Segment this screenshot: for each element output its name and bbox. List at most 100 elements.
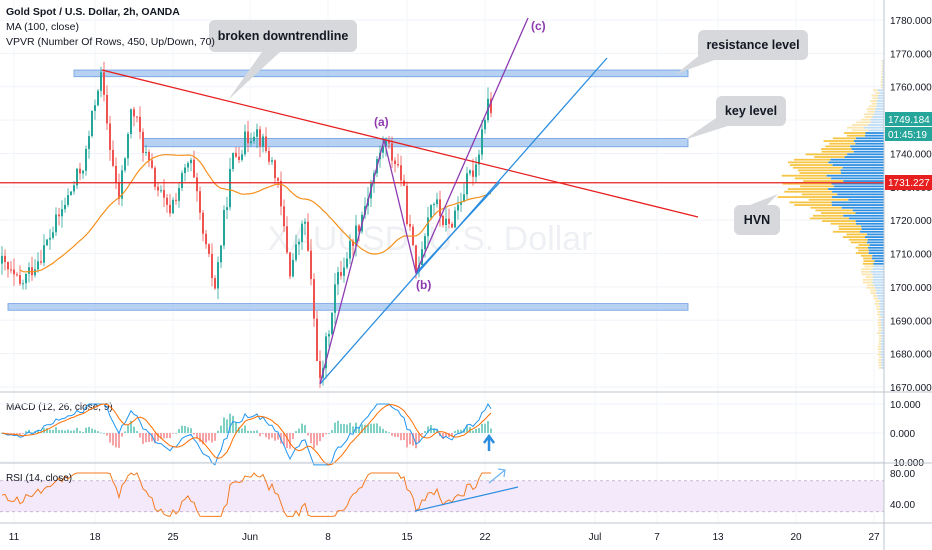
vpvr-bar-up	[875, 108, 884, 110]
macd-histogram-bar	[472, 430, 474, 433]
macd-histogram-bar	[214, 433, 216, 441]
vpvr-bar-up	[842, 166, 884, 169]
vpvr-bar-up	[867, 238, 884, 241]
candle-body	[235, 152, 237, 157]
time-tick-label: 18	[89, 532, 101, 543]
macd-histogram-bar	[280, 433, 282, 444]
candle-body	[274, 160, 276, 179]
vpvr-bar-down	[877, 310, 881, 313]
macd-histogram-bar	[76, 427, 78, 433]
candle-body	[190, 159, 192, 164]
vpvr-bar-down	[864, 113, 875, 116]
macd-histogram-bar	[442, 433, 444, 440]
vpvr-bar-down	[877, 345, 881, 348]
price-axis[interactable]: 1780.0001770.0001760.0001750.0001740.000…	[890, 16, 932, 394]
macd-histogram-bar	[478, 428, 480, 433]
vpvr-bar-down	[851, 129, 869, 132]
candle-body	[52, 232, 54, 238]
vpvr-bar-up	[880, 310, 884, 313]
macd-tick-label: 0.000	[890, 429, 915, 440]
candle-body	[265, 136, 267, 152]
macd-histogram-bar	[388, 432, 390, 434]
candle-body	[310, 250, 312, 280]
vpvr-bar-up	[880, 345, 884, 348]
vpvr-bar-down	[870, 100, 878, 102]
macd-histogram-bar	[181, 425, 183, 433]
macd-histogram-bar	[91, 428, 93, 433]
vpvr-bar-down	[789, 164, 833, 166]
candle-body	[40, 261, 42, 263]
candle-body	[430, 205, 432, 218]
vpvr-bar-up	[876, 292, 884, 295]
vpvr-bar-down	[832, 230, 860, 233]
vpvr-bar-down	[878, 350, 882, 353]
vpvr-bar-down	[805, 153, 848, 156]
vpvr-bar-up	[830, 158, 884, 161]
candle-body	[73, 185, 75, 192]
macd-histogram-bar	[397, 433, 399, 437]
vpvr-bar-down	[878, 358, 882, 361]
macd-histogram-bar	[112, 433, 114, 446]
callout-hvn-text: HVN	[744, 213, 770, 227]
candle-body	[142, 131, 144, 154]
time-tick-label: 25	[167, 532, 179, 543]
macd-histogram-bar	[190, 428, 192, 433]
vpvr-bar-down	[862, 262, 874, 265]
vpvr-bar-up	[877, 100, 884, 102]
vpvr-bar-down	[858, 249, 869, 252]
vpvr-bar-down	[855, 252, 869, 255]
candle-body	[103, 72, 105, 95]
vpvr-bar-down	[830, 222, 857, 225]
callout-resistance-level-text: resistance level	[706, 38, 799, 52]
macd-histogram-bar	[244, 425, 246, 433]
macd-histogram-bar	[424, 430, 426, 433]
vpvr-bar-up	[877, 97, 884, 100]
macd-histogram-bar	[196, 433, 198, 438]
vpvr-bar-up	[844, 156, 884, 158]
vpvr-bar-down	[870, 292, 877, 295]
candle-body	[442, 215, 444, 226]
candle-body	[424, 236, 426, 250]
candle-body	[415, 245, 417, 273]
vpvr-bar-down	[809, 217, 849, 220]
wave-path	[319, 17, 529, 385]
vpvr-bar-down	[881, 68, 883, 70]
macd-histogram-bar	[391, 433, 393, 436]
vpvr-bar-down	[862, 281, 873, 284]
vpvr-bar-down	[814, 156, 845, 158]
vpvr-bar-up	[837, 193, 884, 196]
macd-histogram-bar	[31, 432, 33, 434]
macd-histogram-bar	[364, 424, 366, 433]
macd-histogram-bar	[352, 426, 354, 433]
candle-body	[262, 136, 264, 147]
macd-histogram-bar	[322, 433, 324, 438]
macd-histogram-bar	[70, 430, 72, 433]
candle-body	[85, 148, 87, 171]
candle-body	[307, 221, 309, 251]
candle-body	[478, 154, 480, 165]
macd-histogram-bar	[121, 433, 123, 437]
vpvr-bar-down	[878, 329, 882, 332]
vpvr-bar-down	[871, 102, 877, 105]
price-tick-label: 1700.000	[890, 283, 932, 294]
macd-histogram-bar	[16, 433, 18, 434]
macd-histogram-bar	[148, 433, 150, 443]
vpvr-bar-up	[874, 110, 884, 113]
macd-histogram-bar	[10, 433, 12, 434]
candle-body	[331, 312, 333, 335]
vpvr-bar-down	[864, 116, 873, 118]
vpvr-bar-down	[880, 81, 883, 84]
price-tick-label: 1690.000	[890, 316, 932, 327]
macd-histogram-bar	[103, 433, 105, 434]
vpvr-bar-down	[863, 257, 872, 260]
vpvr-bar-up	[882, 60, 884, 62]
macd-histogram-bar	[250, 430, 252, 433]
time-axis[interactable]: 11 18 25 Jun 8 15 22 Jul 7 13 20 27	[9, 532, 880, 543]
macd-histogram-bar	[193, 433, 195, 435]
macd-histogram-bar	[394, 433, 396, 437]
price-tick-label: 1770.000	[890, 49, 932, 60]
vpvr-bar-up	[874, 286, 884, 289]
macd-histogram-bar	[298, 428, 300, 433]
